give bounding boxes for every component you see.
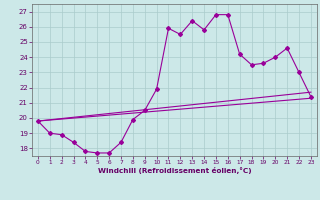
X-axis label: Windchill (Refroidissement éolien,°C): Windchill (Refroidissement éolien,°C) (98, 167, 251, 174)
